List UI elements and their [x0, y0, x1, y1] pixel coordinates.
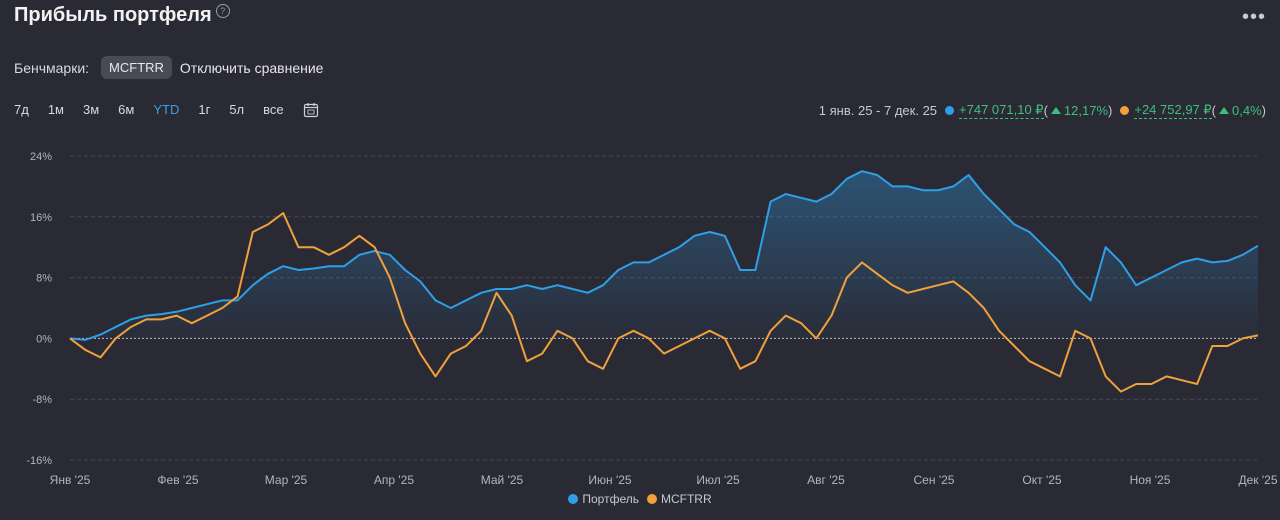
x-tick-label: Ноя '25	[1130, 473, 1171, 487]
legend-dot-portfolio	[568, 494, 579, 504]
more-options-icon[interactable]: •••	[1241, 6, 1266, 28]
legend-dot-benchmark	[646, 494, 657, 504]
portfolio-value[interactable]: +747 071,10 ₽	[959, 102, 1044, 119]
up-triangle-icon	[1050, 107, 1061, 114]
profit-chart[interactable]: 24% 16% 8% 0% -8% -16% Янв '25 Фев '25 Мар '25 Ап…	[0, 140, 1280, 490]
y-tick-label: -8%	[32, 394, 52, 406]
portfolio-dot	[945, 106, 955, 115]
paren-open: (	[1043, 103, 1048, 118]
x-tick-label: Мар '25	[265, 473, 308, 487]
period-ytd[interactable]: YTD	[153, 102, 180, 117]
legend-item-portfolio[interactable]: Портфель	[568, 492, 639, 506]
help-icon[interactable]: ?	[215, 4, 230, 18]
x-tick-label: Дек '25	[1238, 473, 1277, 487]
calendar-icon[interactable]	[303, 102, 319, 118]
y-tick-label: 16%	[30, 212, 52, 224]
x-tick-label: Авг '25	[807, 473, 845, 487]
period-1m[interactable]: 1м	[47, 102, 64, 117]
page-title: Прибыль портфеля	[14, 4, 212, 26]
series-line-mcftrr[interactable]	[69, 212, 1259, 393]
y-tick-label: -16%	[26, 455, 52, 467]
benchmark-percent: 0,4%	[1232, 103, 1262, 118]
paren-close-2: )	[1261, 103, 1266, 118]
period-1y[interactable]: 1г	[198, 102, 211, 117]
period-5y[interactable]: 5л	[229, 102, 245, 117]
legend-item-benchmark[interactable]: MCFTRR	[646, 492, 712, 506]
x-tick-label: Окт '25	[1022, 473, 1062, 487]
benchmark-label: Бенчмарки:	[14, 59, 90, 76]
y-tick-label: 24%	[30, 151, 52, 163]
summary-bar: 1 янв. 25 - 7 дек. 25 +747 071,10 ₽ ( 12…	[819, 102, 1266, 119]
x-tick-label: Май '25	[481, 473, 524, 487]
period-6m[interactable]: 6м	[118, 102, 135, 117]
x-tick-label: Янв '25	[50, 473, 91, 487]
legend-label-benchmark: MCFTRR	[660, 492, 712, 506]
x-tick-label: Июн '25	[588, 473, 632, 487]
period-3m[interactable]: 3м	[83, 102, 100, 117]
chart-legend: Портфель MCFTRR	[0, 492, 1280, 506]
period-all[interactable]: все	[263, 102, 284, 117]
y-tick-label: 0%	[36, 333, 52, 345]
x-tick-label: Фев '25	[157, 473, 198, 487]
date-range: 1 янв. 25 - 7 дек. 25	[818, 103, 938, 118]
title-row: Прибыль портфеля ?	[14, 4, 230, 27]
benchmark-value[interactable]: +24 752,97 ₽	[1134, 102, 1212, 119]
paren-close: )	[1108, 103, 1113, 118]
period-selector: 7д 1м 3м 6м YTD 1г 5л все	[14, 100, 319, 119]
x-tick-label: Июл '25	[696, 473, 740, 487]
benchmark-dot	[1120, 106, 1130, 115]
x-tick-label: Сен '25	[914, 473, 955, 487]
benchmark-row: Бенчмарки: MCFTRR Отключить сравнение	[14, 56, 323, 79]
benchmark-chip[interactable]: MCFTRR	[101, 56, 172, 79]
disable-comparison-button[interactable]: Отключить сравнение	[179, 59, 324, 76]
legend-label-portfolio: Портфель	[582, 492, 639, 506]
up-triangle-icon-2	[1219, 107, 1230, 114]
series-line-portfolio[interactable]	[69, 170, 1259, 341]
y-tick-label: 8%	[36, 273, 52, 285]
x-tick-label: Апр '25	[374, 473, 414, 487]
portfolio-percent: 12,17%	[1063, 103, 1109, 118]
paren-open-2: (	[1211, 103, 1217, 118]
period-7d[interactable]: 7д	[14, 102, 29, 117]
